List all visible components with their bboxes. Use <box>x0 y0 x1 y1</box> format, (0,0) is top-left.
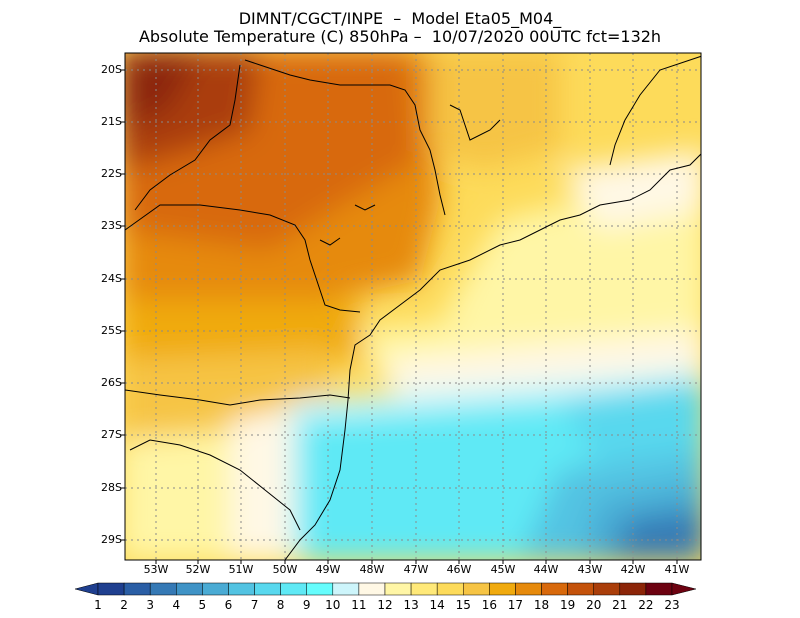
lat-label-24s: 24S <box>101 272 122 285</box>
colorbar-label: 5 <box>198 598 207 612</box>
colorbar-swatch <box>567 582 594 596</box>
colorbar-label: 10 <box>325 598 341 612</box>
lat-label-27s: 27S <box>101 428 122 441</box>
colorbar-swatch <box>593 582 621 596</box>
colorbar-label: 21 <box>612 598 628 612</box>
title-line-1: DIMNT/CGCT/INPE – Model Eta05_M04_ <box>238 9 562 28</box>
colorbar-swatch <box>123 582 151 596</box>
colorbar-min-arrow <box>74 582 99 596</box>
colorbar-label: 3 <box>146 598 154 612</box>
colorbar-swatch <box>202 582 229 596</box>
lon-label-46w: 46W <box>446 563 472 576</box>
lat-label-22s: 22S <box>101 167 122 180</box>
colorbar-swatch <box>358 582 386 596</box>
lat-label-29s: 29S <box>101 533 122 546</box>
colorbar-swatch <box>176 582 203 596</box>
colorbar <box>74 582 697 596</box>
colorbar-swatch <box>280 582 307 596</box>
lon-label-48w: 48W <box>359 563 385 576</box>
colorbar-swatch <box>645 582 673 596</box>
lon-label-50w: 50W <box>272 563 298 576</box>
colorbar-swatch <box>410 582 438 596</box>
colorbar-label: 14 <box>429 598 445 612</box>
colorbar-swatch <box>149 582 177 596</box>
lon-label-47w: 47W <box>403 563 429 576</box>
colorbar-label: 1 <box>94 598 102 612</box>
colorbar-label: 23 <box>664 598 680 612</box>
colorbar-label: 22 <box>638 598 654 612</box>
lon-label-44w: 44W <box>533 563 559 576</box>
colorbar-max-arrow <box>671 582 697 596</box>
lon-label-41w: 41W <box>664 563 690 576</box>
lon-label-52w: 52W <box>185 563 211 576</box>
colorbar-label: 8 <box>276 598 285 612</box>
colorbar-swatch <box>384 582 412 596</box>
colorbar-swatch <box>228 582 255 596</box>
colorbar-swatch <box>436 582 464 596</box>
colorbar-label: 18 <box>533 598 550 612</box>
title-line-2: Absolute Temperature (C) 850hPa – 10/07/… <box>138 27 662 46</box>
colorbar-label: 11 <box>351 598 367 612</box>
colorbar-swatch <box>97 582 125 596</box>
colorbar-swatch <box>515 582 542 596</box>
colorbar-label: 9 <box>302 598 311 612</box>
colorbar-label: 2 <box>120 598 128 612</box>
colorbar-label: 4 <box>172 598 181 612</box>
lat-label-28s: 28S <box>101 481 122 494</box>
colorbar-label: 13 <box>403 598 419 612</box>
colorbar-label: 19 <box>559 598 576 612</box>
lon-label-51w: 51W <box>228 563 254 576</box>
colorbar-swatch <box>489 582 516 596</box>
lon-label-42w: 42W <box>620 563 646 576</box>
colorbar-swatch <box>619 582 647 596</box>
lon-label-43w: 43W <box>577 563 603 576</box>
colorbar-swatch <box>306 582 334 596</box>
lon-label-45w: 45W <box>490 563 516 576</box>
colorbar-label: 12 <box>377 598 393 612</box>
colorbar-swatch <box>541 582 568 596</box>
lon-label-53w: 53W <box>143 563 169 576</box>
lat-label-26s: 26S <box>101 376 122 389</box>
colorbar-label: 15 <box>455 598 471 612</box>
colorbar-label: 7 <box>250 598 259 612</box>
lat-label-20s: 20S <box>101 63 122 76</box>
colorbar-label: 20 <box>586 598 602 612</box>
colorbar-swatch <box>332 582 360 596</box>
colorbar-swatch <box>254 582 281 596</box>
lon-label-49w: 49W <box>315 563 341 576</box>
lat-label-21s: 21S <box>101 115 122 128</box>
colorbar-label: 17 <box>507 598 524 612</box>
colorbar-label: 16 <box>481 598 497 612</box>
lat-label-25s: 25S <box>101 324 122 337</box>
colorbar-label: 6 <box>224 598 233 612</box>
colorbar-swatch <box>463 582 490 596</box>
lat-label-23s: 23S <box>101 219 122 232</box>
